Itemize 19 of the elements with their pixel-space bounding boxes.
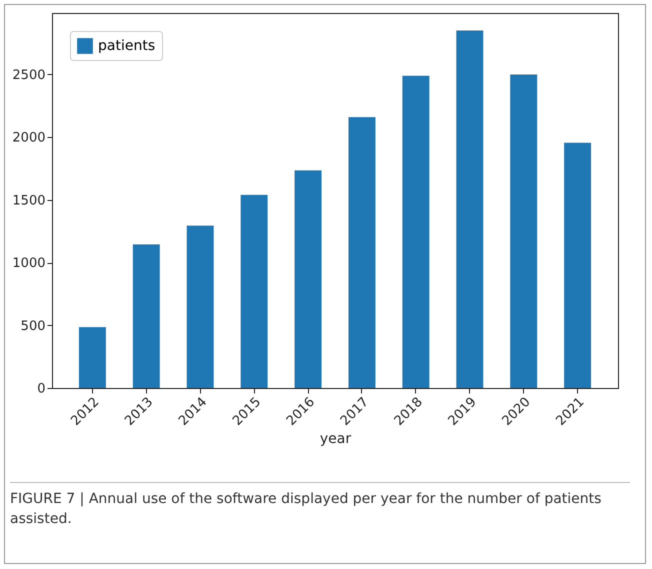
y-tick-label: 500	[20, 318, 46, 334]
bar	[240, 194, 268, 388]
bar	[348, 117, 376, 388]
bar	[132, 244, 160, 388]
caption: FIGURE 7 | Annual use of the software displayed per year for the number of patients assisted.	[10, 490, 602, 530]
bar	[186, 226, 214, 388]
bar	[402, 76, 430, 388]
y-tick-label: 2500	[12, 68, 46, 83]
bar	[564, 142, 592, 388]
bar	[510, 74, 538, 388]
y-tick-label: 1500	[12, 193, 46, 208]
legend-label: patients	[98, 38, 156, 54]
bar	[456, 30, 484, 388]
y-tick-label: 1000	[12, 256, 46, 272]
bar	[78, 327, 106, 388]
y-tick-label: 0	[37, 382, 46, 396]
y-tick-label: 2000	[12, 130, 46, 146]
bar	[294, 170, 322, 388]
x-axis-title: year	[320, 431, 352, 448]
